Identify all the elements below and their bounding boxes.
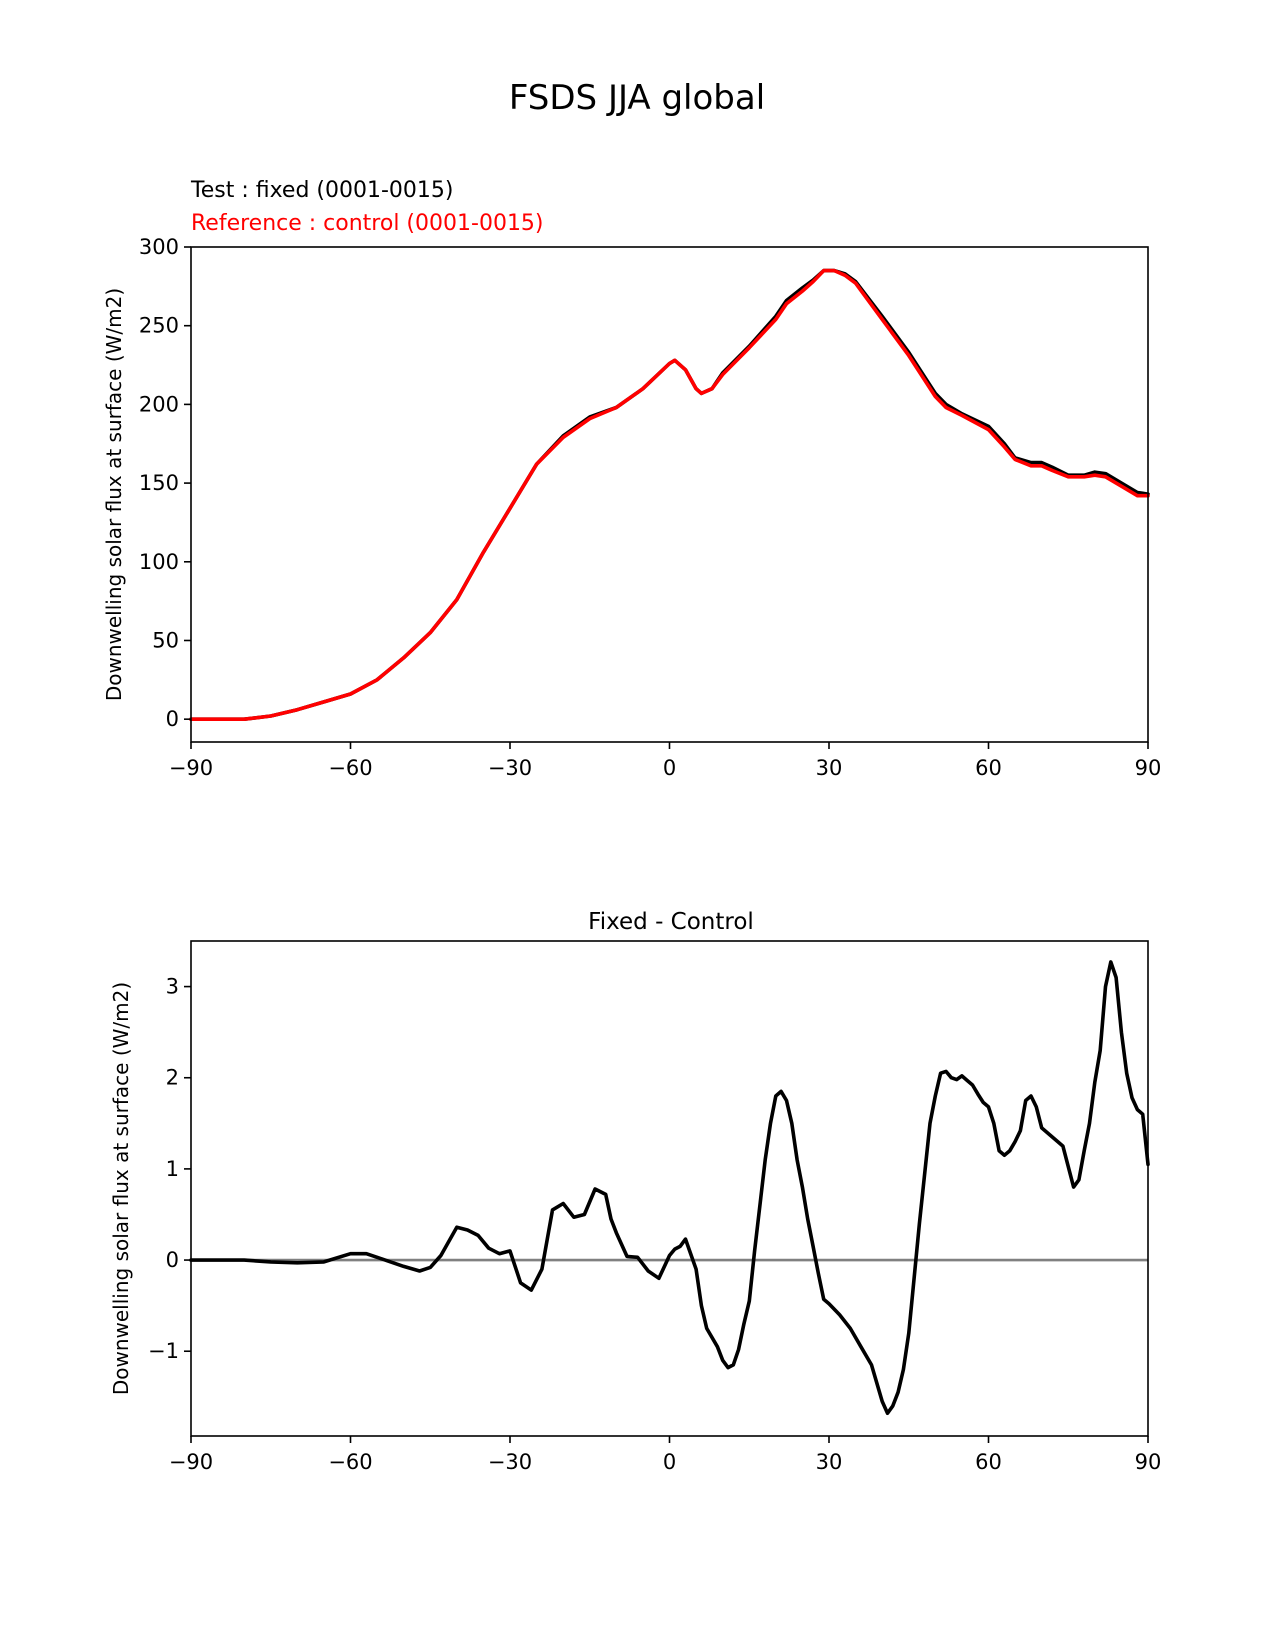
x-tick-label: 90 (1135, 1450, 1162, 1474)
bottom-plot-area: −90 −60 −30 0 30 60 90 −1 0 1 2 3 Downwelling solar … (109, 940, 1162, 1474)
y-tick-label: 50 (152, 628, 179, 652)
y-tick-label: 3 (166, 975, 179, 999)
top-plot-area: −90 −60 −30 0 30 60 90 0 50 100 150 200 250 300 Downwe… (102, 235, 1161, 780)
top-panel: Test : fixed (0001-0015) Reference : con… (102, 178, 1161, 780)
x-tick-label: 90 (1135, 756, 1162, 780)
legend-test-label: Test : fixed (0001-0015) (190, 178, 454, 203)
x-tick-label: 30 (816, 1450, 843, 1474)
y-tick-label: 200 (139, 392, 179, 416)
x-tick-label: 30 (816, 756, 843, 780)
y-axis-label: Downwelling solar flux at surface (W/m2) (102, 288, 126, 701)
y-tick-label: 0 (166, 707, 179, 731)
y-tick-label: −1 (148, 1339, 179, 1363)
bottom-panel: Fixed - Control −90 −60 −30 0 30 60 90 −1 0 1 2 3 Do… (109, 909, 1161, 1474)
series-line-reference (189, 268, 1150, 722)
x-tick-label: −30 (488, 1450, 532, 1474)
x-tick-label: −60 (328, 756, 372, 780)
x-tick-label: −90 (169, 756, 213, 780)
y-tick-label: 100 (139, 550, 179, 574)
x-tick-label: 0 (663, 756, 676, 780)
y-tick-label: 150 (139, 471, 179, 495)
bottom-panel-title: Fixed - Control (588, 909, 754, 935)
series-line-test (189, 960, 1150, 1415)
x-tick-label: −30 (488, 756, 532, 780)
x-tick-label: −90 (169, 1450, 213, 1474)
legend-reference-label: Reference : control (0001-0015) (191, 211, 544, 236)
y-tick-label: 2 (166, 1066, 179, 1090)
x-tick-label: 0 (663, 1450, 676, 1474)
y-axis-label: Downwelling solar flux at surface (W/m2) (109, 982, 133, 1395)
y-tick-label: 250 (139, 314, 179, 338)
figure-title: FSDS JJA global (509, 78, 765, 118)
x-tick-label: 60 (975, 1450, 1002, 1474)
y-tick-label: 1 (166, 1157, 179, 1181)
x-tick-label: 60 (975, 756, 1002, 780)
y-tick-label: 300 (139, 235, 179, 259)
y-tick-label: 0 (166, 1248, 179, 1272)
x-tick-label: −60 (328, 1450, 372, 1474)
